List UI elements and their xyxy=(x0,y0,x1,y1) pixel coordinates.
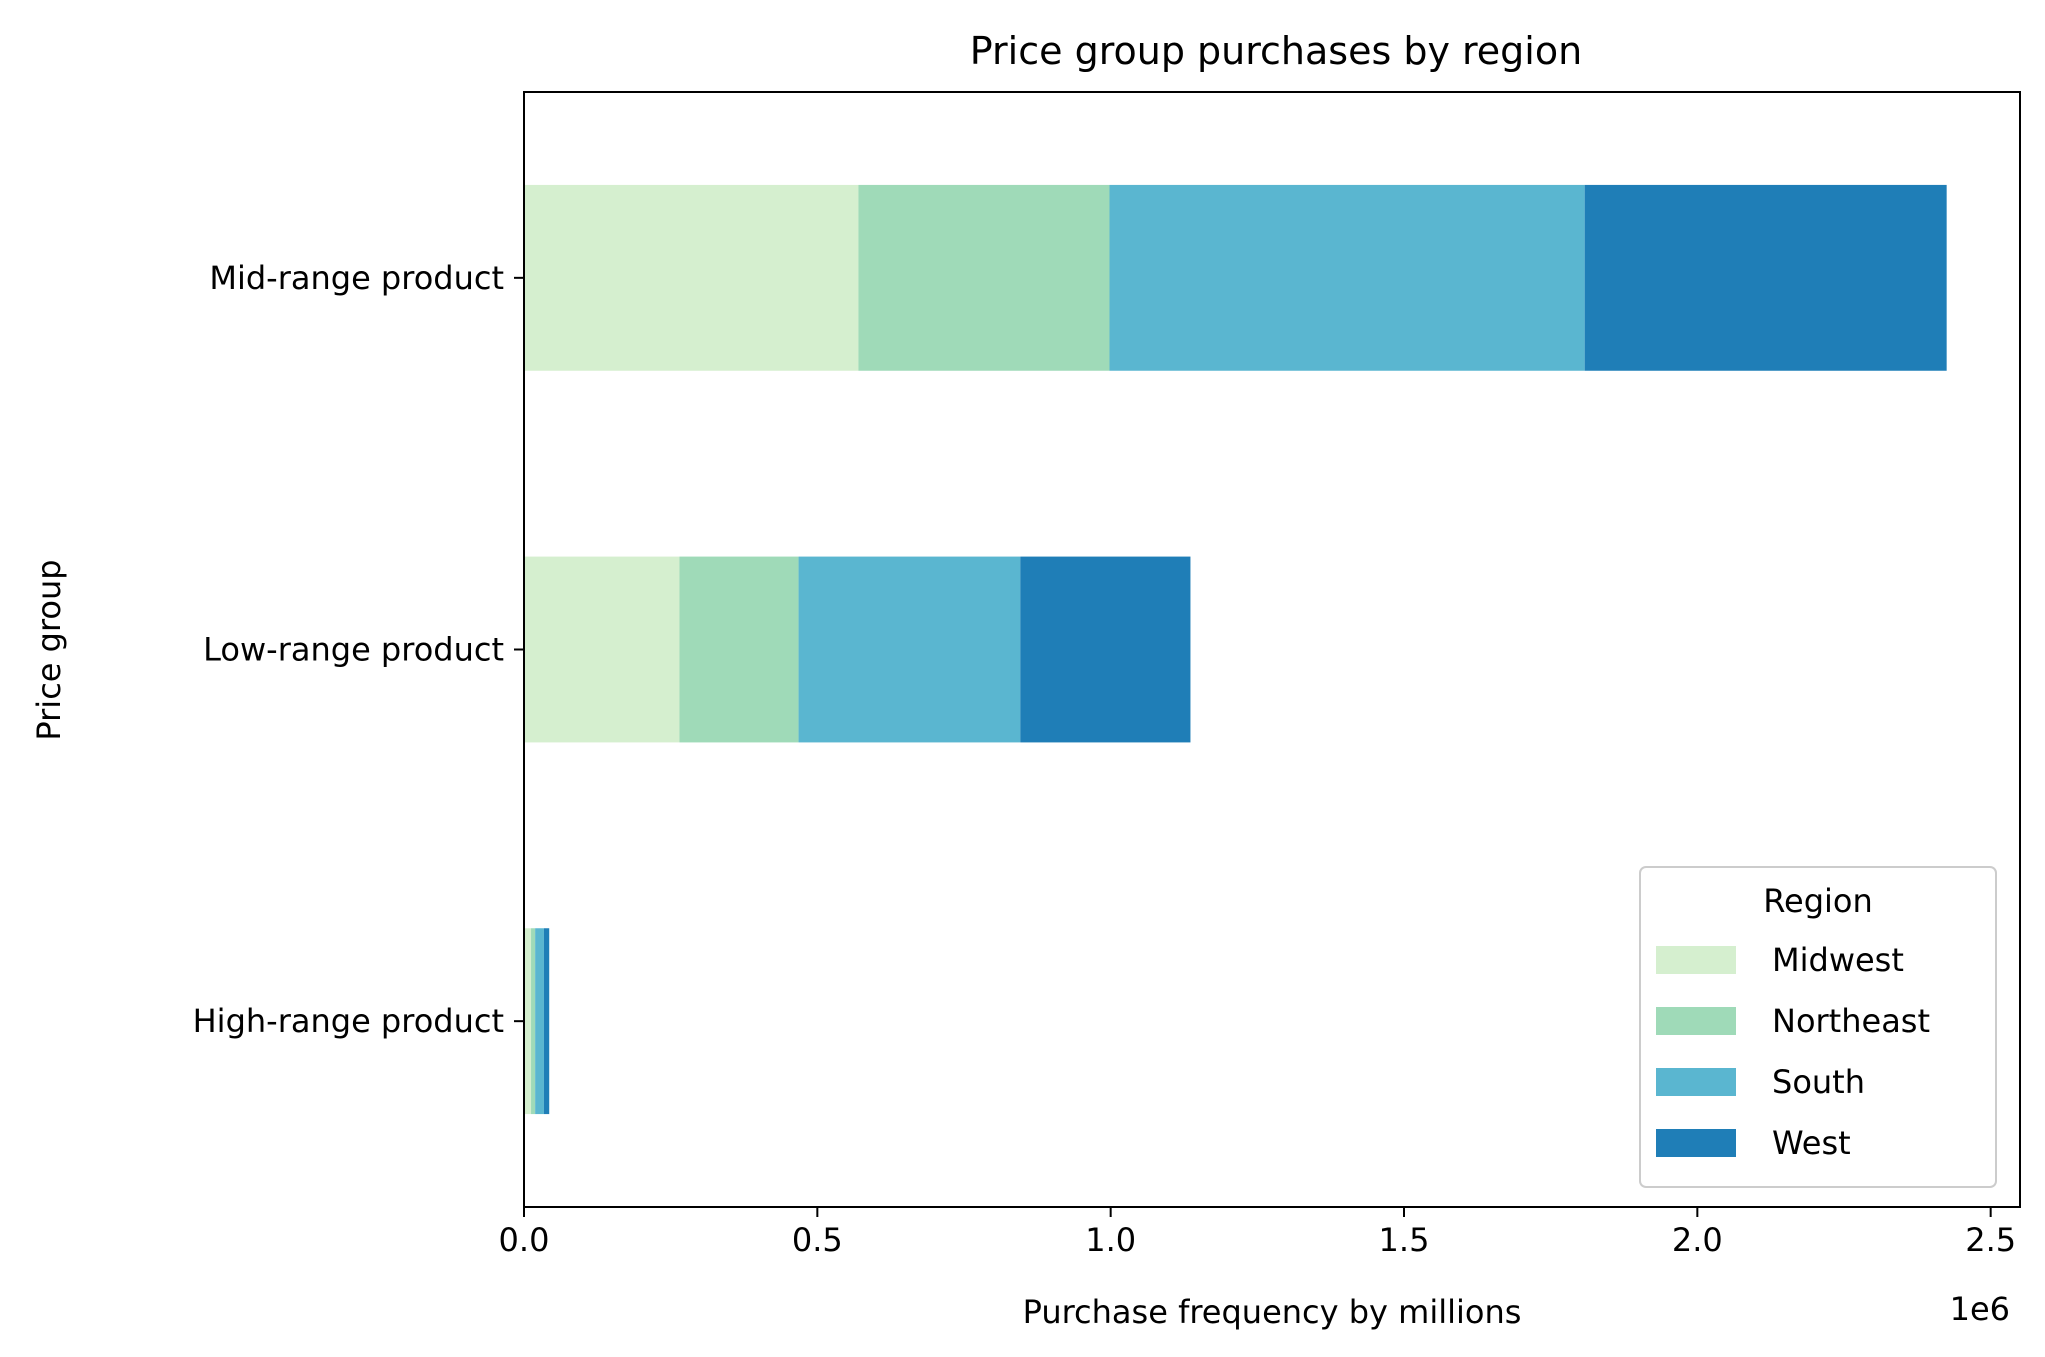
y-tick-label: Low-range product xyxy=(203,631,504,669)
y-tick-label: High-range product xyxy=(193,1002,504,1040)
x-tick-label: 1.5 xyxy=(1379,1221,1430,1259)
legend-label-northeast: Northeast xyxy=(1772,1002,1930,1040)
legend-swatch-south xyxy=(1656,1068,1736,1096)
bar-south-1 xyxy=(798,556,1021,743)
bar-south-2 xyxy=(535,928,544,1115)
bar-west-2 xyxy=(543,928,550,1115)
bar-west-0 xyxy=(1584,184,1947,371)
x-axis: 0.0 0.5 1.0 1.5 2.0 2.5 xyxy=(499,1207,2016,1259)
x-tick-label: 2.5 xyxy=(1965,1221,2016,1259)
y-axis: Mid-range product Low-range product High-r… xyxy=(193,259,524,1040)
bar-midwest-1 xyxy=(524,556,680,743)
x-tick-label: 0.0 xyxy=(499,1221,550,1259)
y-tick-label: Mid-range product xyxy=(209,259,504,297)
legend-label-south: South xyxy=(1772,1063,1865,1101)
bar-northeast-2 xyxy=(531,928,536,1115)
legend-label-midwest: Midwest xyxy=(1772,941,1904,979)
x-axis-label: Purchase frequency by millions xyxy=(1023,1293,1522,1331)
legend-items: Midwest Northeast South West xyxy=(1656,941,1930,1162)
bar-south-0 xyxy=(1109,184,1585,371)
legend-title: Region xyxy=(1763,882,1873,920)
legend: Region Midwest Northeast South West xyxy=(1639,866,1997,1188)
y-axis-label: Price group xyxy=(30,559,68,740)
legend-swatch-northeast xyxy=(1656,1007,1736,1035)
legend-label-west: West xyxy=(1772,1124,1851,1162)
bars-group xyxy=(524,184,1947,1115)
bar-west-1 xyxy=(1020,556,1191,743)
bar-northeast-1 xyxy=(679,556,799,743)
x-axis-offset-label: 1e6 xyxy=(1950,1290,2010,1328)
legend-swatch-west xyxy=(1656,1129,1736,1157)
bar-northeast-0 xyxy=(858,184,1110,371)
chart-title: Price group purchases by region xyxy=(970,29,1582,73)
x-tick-label: 2.0 xyxy=(1672,1221,1723,1259)
plot-frame xyxy=(523,91,2021,1208)
bar-midwest-0 xyxy=(524,184,859,371)
x-tick-label: 1.0 xyxy=(1085,1221,1136,1259)
bar-midwest-2 xyxy=(524,928,532,1115)
x-tick-label: 0.5 xyxy=(792,1221,843,1259)
legend-swatch-midwest xyxy=(1656,946,1736,974)
